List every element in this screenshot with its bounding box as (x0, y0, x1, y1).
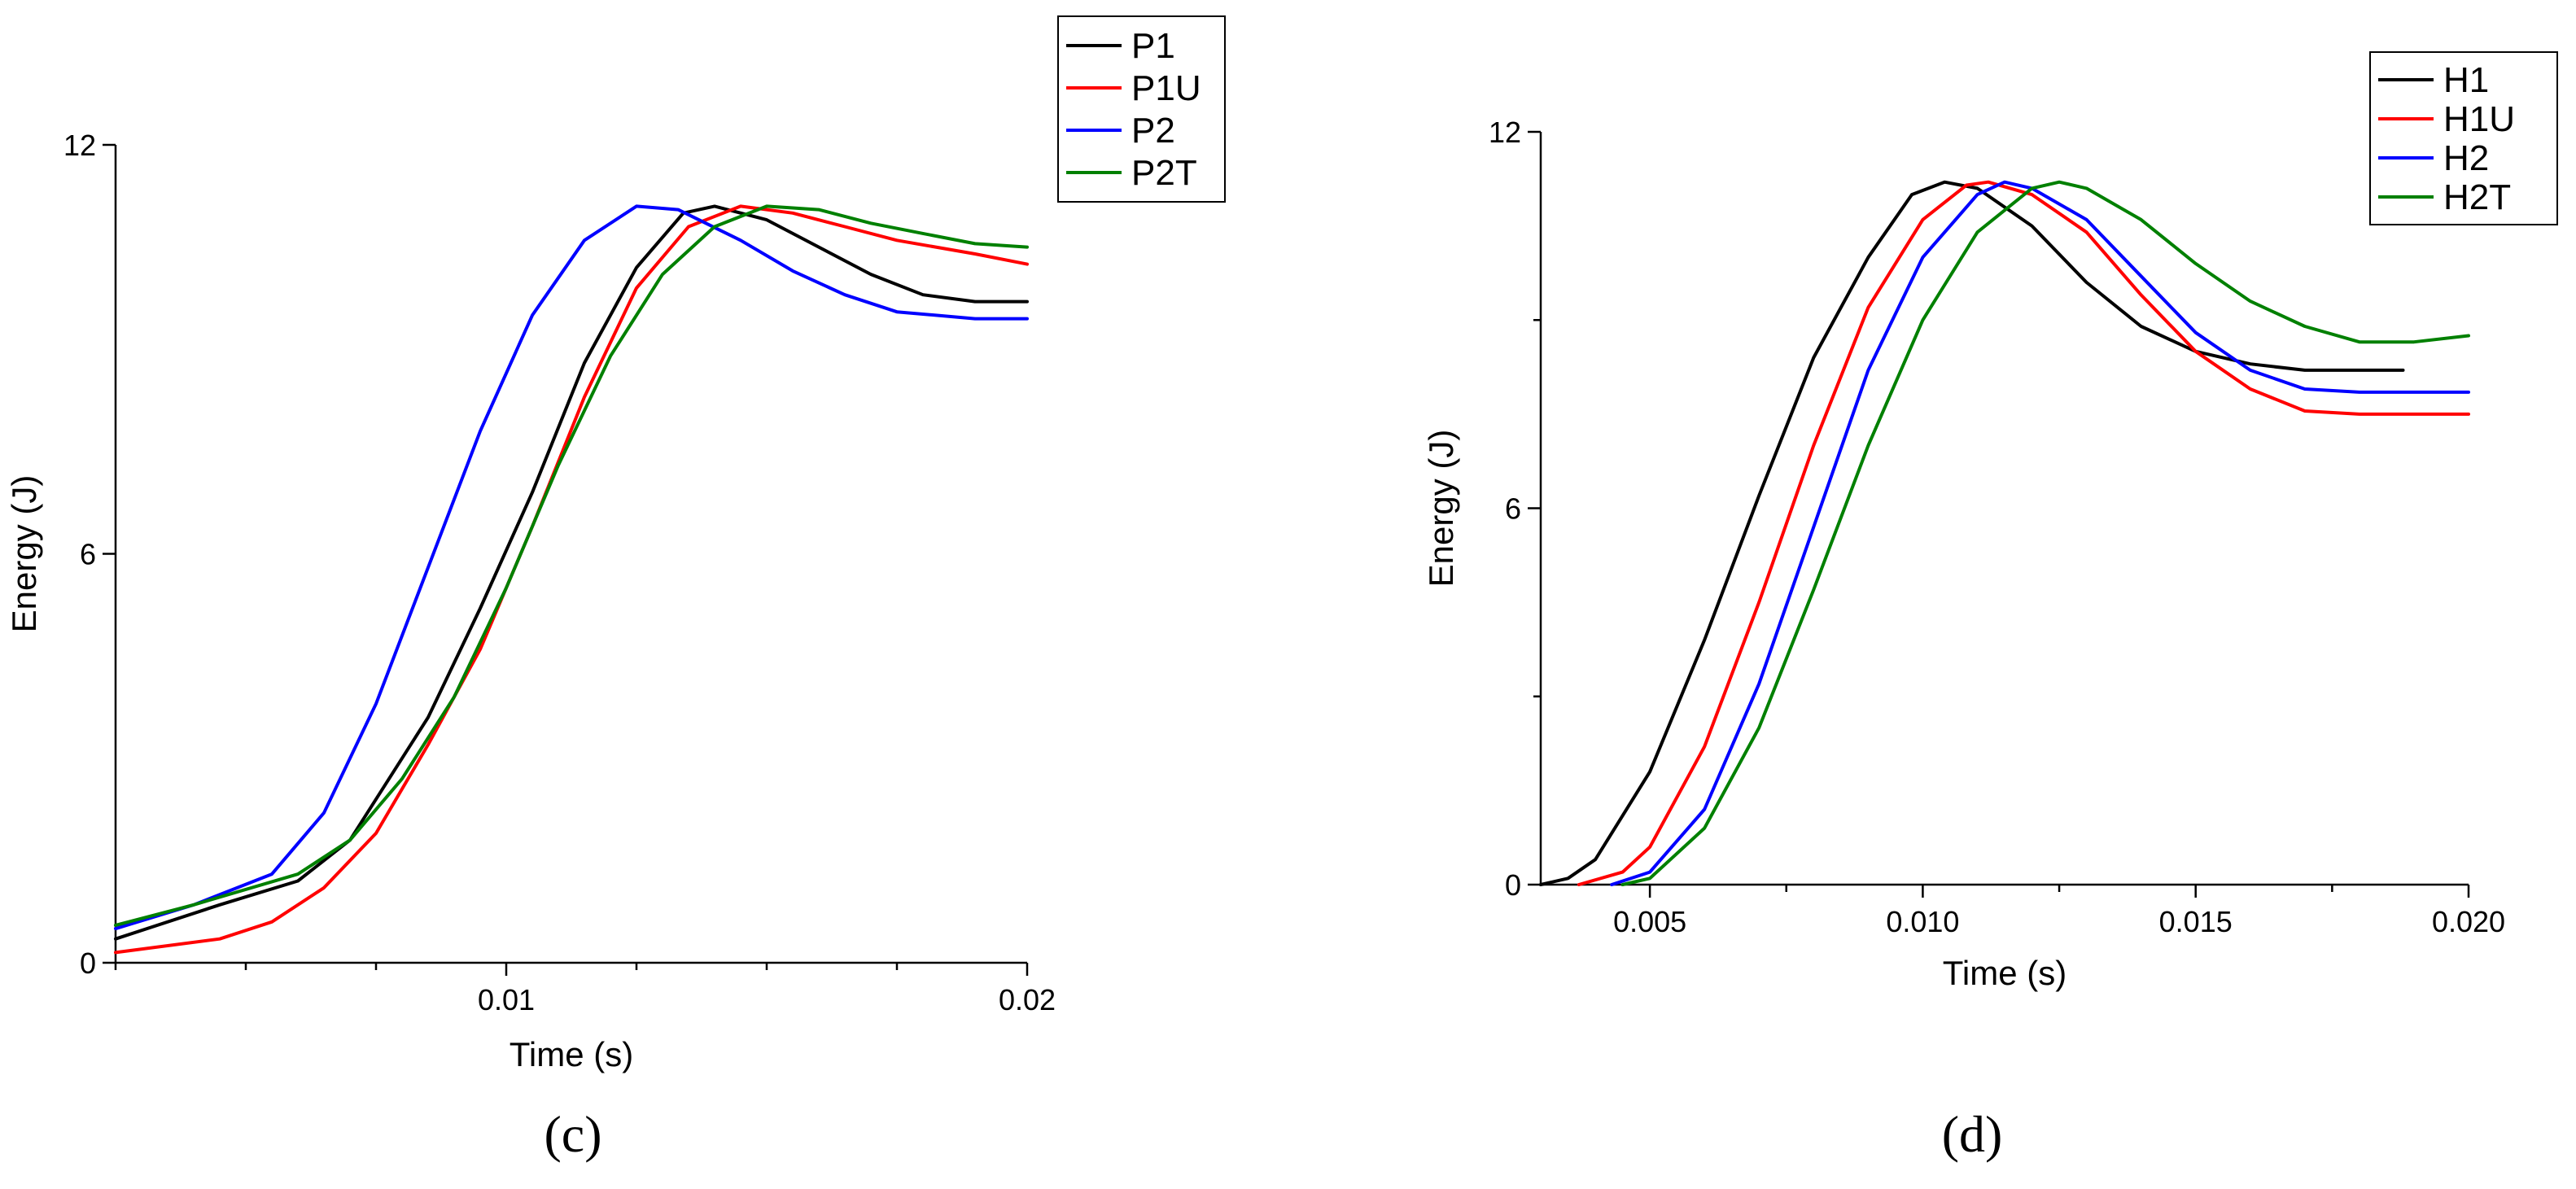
y-tick-label: 6 (1505, 492, 1521, 526)
legend-label: P2 (1131, 111, 1175, 151)
legend-label: H1U (2443, 99, 2515, 139)
x-tick-label: 0.02 (999, 983, 1056, 1016)
x-axis-title: Time (s) (1943, 954, 2066, 992)
series-line-h2t (1620, 180, 2470, 886)
series-line-h1 (1539, 180, 2405, 886)
chart-d: 0.005 0.010 0.015 0.020 0 6 12 Time (s) Energy (… (1422, 51, 2558, 1163)
legend-label: P1 (1131, 26, 1175, 66)
series-line-p2 (114, 204, 1029, 931)
x-tick-label: 0.005 (1613, 905, 1686, 938)
panel-label: (d) (1942, 1105, 2003, 1163)
y-tick-label: 6 (80, 538, 96, 571)
x-tick-label: 0.01 (478, 983, 535, 1016)
chart-c: 0.01 0.02 0 6 12 Time (s) Energy (J) P1P1UP2P2T… (5, 15, 1226, 1163)
x-tick-label: 0.020 (2432, 905, 2505, 938)
legend-label: P1U (1131, 68, 1201, 108)
y-tick-label: 0 (80, 946, 96, 980)
series-line-p2t (114, 204, 1029, 927)
x-axis-title: Time (s) (510, 1035, 633, 1073)
y-tick-label: 12 (63, 129, 96, 162)
x-tick-label: 0.010 (1886, 905, 1959, 938)
series-line-p1u (114, 204, 1029, 955)
series-line-h2 (1610, 180, 2470, 886)
legend-label: H2 (2443, 138, 2489, 178)
x-tick-label: 0.015 (2159, 905, 2233, 938)
y-tick-label: 0 (1505, 868, 1521, 902)
y-axis-title: Energy (J) (1422, 430, 1460, 588)
legend-label: P2T (1131, 153, 1197, 193)
series-line-p1 (114, 204, 1029, 941)
legend-label: H2T (2443, 177, 2511, 217)
series-line-h1u (1577, 180, 2470, 886)
panel-label: (c) (544, 1105, 601, 1163)
y-axis-title: Energy (J) (5, 475, 43, 633)
y-tick-label: 12 (1489, 116, 1521, 149)
legend-label: H1 (2443, 60, 2489, 100)
